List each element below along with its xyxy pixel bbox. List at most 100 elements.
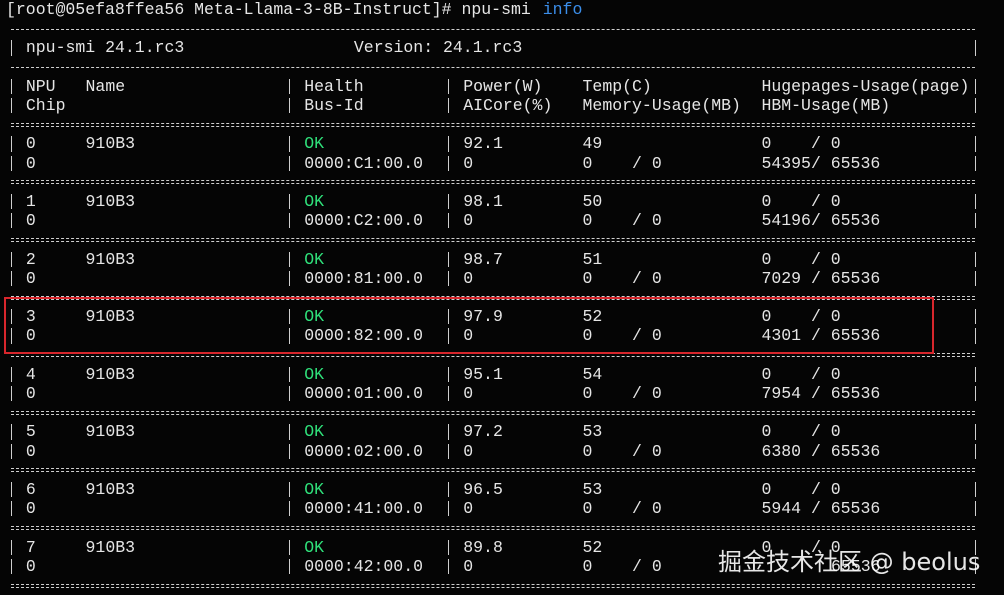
- device-health: OK: [304, 480, 324, 499]
- pipe: [448, 328, 450, 344]
- pipe: [975, 270, 977, 286]
- device-name: 910B3: [85, 134, 136, 154]
- pipe: [975, 78, 977, 94]
- separator: [10, 410, 976, 412]
- pipe: [289, 424, 291, 440]
- pipe: [289, 270, 291, 286]
- pipe: [10, 194, 12, 210]
- device-name: 910B3: [85, 537, 136, 557]
- device-aicore: 0: [463, 441, 474, 461]
- device-memory: 0 / 0: [582, 499, 662, 519]
- device-name: 910B3: [85, 422, 136, 442]
- pipe: [975, 98, 977, 114]
- device-chip: 0: [25, 384, 36, 403]
- pipe: [448, 213, 450, 229]
- pipe: [10, 443, 12, 459]
- pipe: [975, 155, 977, 171]
- device-bus-id: 0000:02:00.0: [304, 441, 424, 461]
- prompt-arg: info: [542, 0, 583, 19]
- device-power: 89.8: [463, 537, 503, 557]
- device-memory: 0 / 0: [582, 384, 662, 403]
- device-aicore: 0: [463, 499, 474, 519]
- column-header: Hugepages-Usage(page): [761, 76, 970, 96]
- pipe: [448, 366, 450, 382]
- device-npu: 4: [25, 364, 36, 384]
- separator: [10, 583, 976, 585]
- device-hugepages: 0 / 0: [761, 364, 841, 384]
- separator: [10, 122, 976, 124]
- pipe: [975, 443, 977, 459]
- pipe: [10, 424, 12, 440]
- pipe: [10, 270, 12, 286]
- device-hugepages: 0 / 0: [761, 307, 841, 327]
- device-chip: 0: [25, 326, 36, 346]
- device-memory: 0 / 0: [582, 441, 662, 461]
- column-header: Memory-Usage(MB): [582, 96, 741, 115]
- watermark: 掘金技术社区 @ beolus: [718, 548, 981, 576]
- pipe: [289, 251, 291, 267]
- column-header: Power(W): [463, 76, 543, 96]
- pipe: [289, 155, 291, 171]
- device-hugepages: 0 / 0: [761, 422, 841, 442]
- driver-version: Version: 24.1.rc3: [353, 38, 523, 58]
- device-health: OK: [304, 134, 324, 154]
- device-aicore: 0: [463, 268, 474, 288]
- separator: [10, 586, 976, 588]
- device-chip: 0: [25, 153, 36, 173]
- device-temp: 52: [582, 537, 603, 557]
- separator: [10, 356, 976, 358]
- pipe: [975, 501, 977, 517]
- pipe: [10, 328, 12, 344]
- pipe: [289, 366, 291, 382]
- device-temp: 52: [582, 307, 603, 327]
- highlight-box: [4, 297, 934, 354]
- device-power: 97.9: [463, 307, 503, 327]
- pipe: [448, 482, 450, 498]
- device-hbm: 6380 / 65536: [761, 441, 881, 461]
- border: [10, 28, 976, 30]
- pipe: [289, 194, 291, 210]
- pipe: [10, 366, 12, 382]
- separator: [10, 238, 976, 239]
- device-hbm: 7954 / 65536: [761, 384, 881, 403]
- device-temp: 53: [582, 422, 603, 442]
- pipe: [975, 558, 977, 574]
- column-header: Health: [304, 76, 364, 96]
- device-hbm: 4301 / 65536: [761, 326, 881, 346]
- pipe: [289, 309, 291, 325]
- pipe: [289, 328, 291, 344]
- pipe: [448, 386, 450, 402]
- separator: [10, 295, 976, 297]
- device-power: 96.5: [463, 480, 503, 499]
- device-hugepages: 0 / 0: [761, 249, 841, 269]
- device-hugepages: 0 / 0: [761, 134, 841, 154]
- column-header: Chip: [25, 96, 66, 115]
- column-header: HBM-Usage(MB): [761, 96, 891, 115]
- pipe: [448, 501, 450, 517]
- device-bus-id: 0000:82:00.0: [304, 326, 424, 346]
- device-bus-id: 0000:C1:00.0: [304, 153, 424, 173]
- separator: [10, 183, 976, 185]
- pipe: [975, 366, 977, 382]
- device-hugepages: 0 / 0: [761, 192, 841, 211]
- pipe: [10, 136, 12, 152]
- device-hbm: 5944 / 65536: [761, 499, 881, 519]
- device-memory: 0 / 0: [582, 153, 662, 173]
- pipe: [975, 386, 977, 402]
- pipe: [448, 309, 450, 325]
- device-health: OK: [304, 249, 324, 269]
- pipe: [448, 558, 450, 574]
- separator: [10, 180, 976, 182]
- device-aicore: 0: [463, 384, 474, 403]
- column-header: Name: [85, 76, 126, 96]
- pipe: [289, 78, 291, 94]
- pipe: [448, 539, 450, 555]
- device-memory: 0 / 0: [582, 326, 662, 346]
- device-health: OK: [304, 422, 324, 442]
- device-power: 97.2: [463, 422, 503, 442]
- device-hbm: 65536: [831, 556, 881, 576]
- pipe: [975, 309, 977, 325]
- device-power: 98.7: [463, 249, 503, 269]
- device-hbm: 54395/ 65536: [761, 153, 881, 173]
